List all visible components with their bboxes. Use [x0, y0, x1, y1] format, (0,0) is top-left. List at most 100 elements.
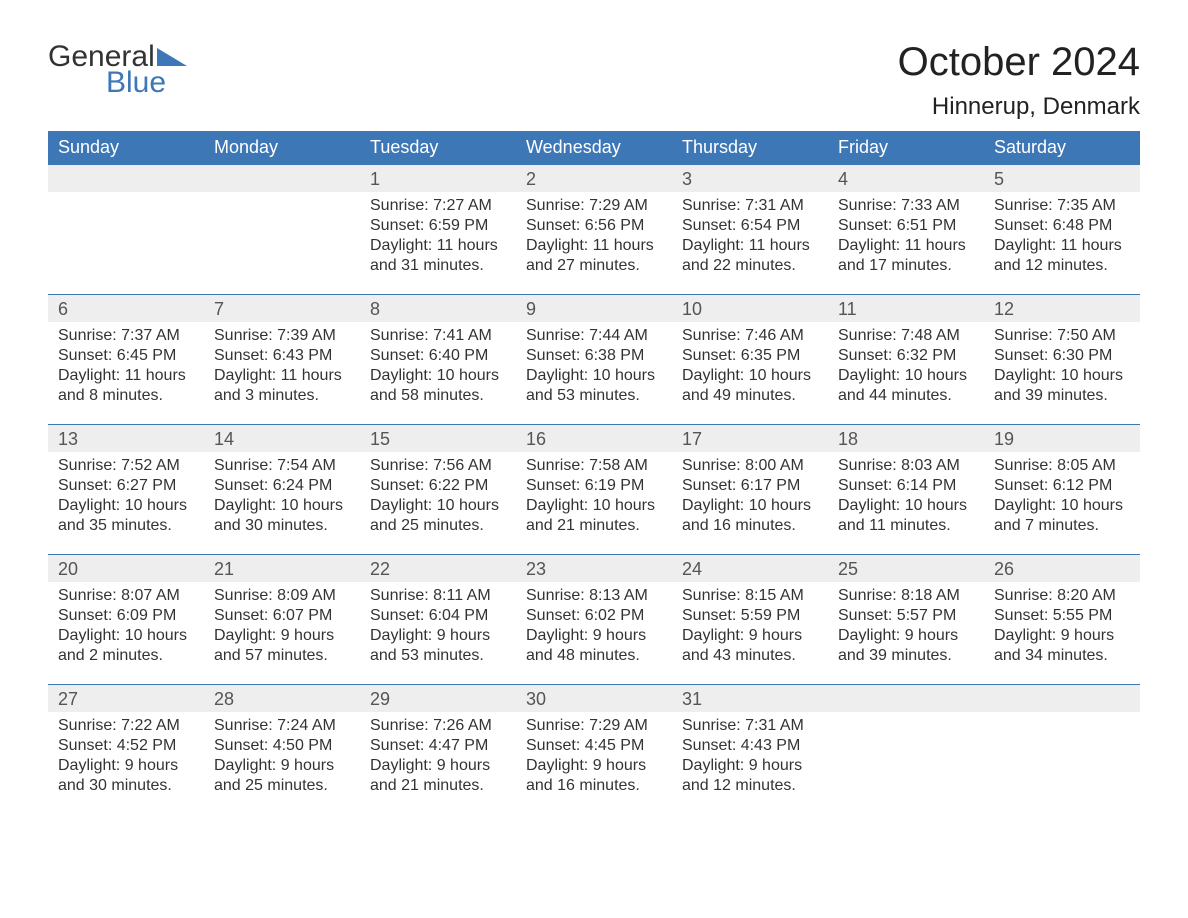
day-number: 29: [360, 685, 516, 712]
week-data-row: Sunrise: 7:37 AMSunset: 6:45 PMDaylight:…: [48, 322, 1140, 424]
daylight2-text: and 49 minutes.: [682, 386, 818, 406]
day-number: 5: [984, 165, 1140, 192]
sunset-text: Sunset: 6:14 PM: [838, 476, 974, 496]
sunset-text: Sunset: 6:59 PM: [370, 216, 506, 236]
daylight1-text: Daylight: 11 hours: [58, 366, 194, 386]
daylight2-text: and 53 minutes.: [370, 646, 506, 666]
day-cell: Sunrise: 8:20 AMSunset: 5:55 PMDaylight:…: [984, 582, 1140, 684]
day-cell: Sunrise: 7:54 AMSunset: 6:24 PMDaylight:…: [204, 452, 360, 554]
day-number: 31: [672, 685, 828, 712]
sunrise-text: Sunrise: 7:39 AM: [214, 326, 350, 346]
daylight1-text: Daylight: 11 hours: [838, 236, 974, 256]
day-number: 10: [672, 295, 828, 322]
day-number: 16: [516, 425, 672, 452]
sunrise-text: Sunrise: 8:09 AM: [214, 586, 350, 606]
daylight2-text: and 22 minutes.: [682, 256, 818, 276]
daylight1-text: Daylight: 10 hours: [526, 366, 662, 386]
sunset-text: Sunset: 6:40 PM: [370, 346, 506, 366]
day-cell: Sunrise: 7:48 AMSunset: 6:32 PMDaylight:…: [828, 322, 984, 424]
sunrise-text: Sunrise: 8:07 AM: [58, 586, 194, 606]
week-daynum-row: 20212223242526: [48, 554, 1140, 582]
sunrise-text: Sunrise: 7:27 AM: [370, 196, 506, 216]
day-cell: Sunrise: 8:09 AMSunset: 6:07 PMDaylight:…: [204, 582, 360, 684]
daylight1-text: Daylight: 9 hours: [838, 626, 974, 646]
sunset-text: Sunset: 6:51 PM: [838, 216, 974, 236]
daylight2-text: and 21 minutes.: [370, 776, 506, 796]
sunrise-text: Sunrise: 7:58 AM: [526, 456, 662, 476]
daylight2-text: and 21 minutes.: [526, 516, 662, 536]
weekday-header: Tuesday: [360, 131, 516, 164]
daylight2-text: and 3 minutes.: [214, 386, 350, 406]
sunset-text: Sunset: 4:43 PM: [682, 736, 818, 756]
day-cell: [828, 712, 984, 814]
daylight2-text: and 57 minutes.: [214, 646, 350, 666]
daylight2-text: and 25 minutes.: [370, 516, 506, 536]
day-cell: Sunrise: 8:07 AMSunset: 6:09 PMDaylight:…: [48, 582, 204, 684]
day-cell: [48, 192, 204, 294]
daylight1-text: Daylight: 10 hours: [214, 496, 350, 516]
daylight2-text: and 44 minutes.: [838, 386, 974, 406]
daylight1-text: Daylight: 9 hours: [214, 756, 350, 776]
day-number: 28: [204, 685, 360, 712]
daylight1-text: Daylight: 9 hours: [526, 756, 662, 776]
daylight2-text: and 43 minutes.: [682, 646, 818, 666]
day-number: 23: [516, 555, 672, 582]
day-number: 18: [828, 425, 984, 452]
sunrise-text: Sunrise: 7:22 AM: [58, 716, 194, 736]
daylight1-text: Daylight: 10 hours: [838, 496, 974, 516]
daylight2-text: and 39 minutes.: [838, 646, 974, 666]
day-number: [828, 685, 984, 712]
daylight1-text: Daylight: 9 hours: [682, 756, 818, 776]
daylight1-text: Daylight: 10 hours: [370, 496, 506, 516]
day-number: 4: [828, 165, 984, 192]
day-number: 25: [828, 555, 984, 582]
day-cell: [204, 192, 360, 294]
day-number: 14: [204, 425, 360, 452]
day-cell: Sunrise: 8:03 AMSunset: 6:14 PMDaylight:…: [828, 452, 984, 554]
day-cell: Sunrise: 7:27 AMSunset: 6:59 PMDaylight:…: [360, 192, 516, 294]
day-number: [984, 685, 1140, 712]
day-number: 2: [516, 165, 672, 192]
daylight2-text: and 11 minutes.: [838, 516, 974, 536]
day-number: 13: [48, 425, 204, 452]
day-number: 3: [672, 165, 828, 192]
day-number: 21: [204, 555, 360, 582]
daylight2-text: and 16 minutes.: [526, 776, 662, 796]
sunset-text: Sunset: 6:38 PM: [526, 346, 662, 366]
daylight1-text: Daylight: 9 hours: [370, 626, 506, 646]
sunset-text: Sunset: 6:45 PM: [58, 346, 194, 366]
week-data-row: Sunrise: 7:22 AMSunset: 4:52 PMDaylight:…: [48, 712, 1140, 814]
daylight1-text: Daylight: 9 hours: [526, 626, 662, 646]
daylight2-text: and 16 minutes.: [682, 516, 818, 536]
day-cell: Sunrise: 8:15 AMSunset: 5:59 PMDaylight:…: [672, 582, 828, 684]
sunrise-text: Sunrise: 8:05 AM: [994, 456, 1130, 476]
week-data-row: Sunrise: 8:07 AMSunset: 6:09 PM Daylight:…: [48, 582, 1140, 684]
sunset-text: Sunset: 6:07 PM: [214, 606, 350, 626]
title-block: October 2024 Hinnerup, Denmark: [898, 40, 1140, 121]
day-cell: Sunrise: 7:33 AMSunset: 6:51 PMDaylight:…: [828, 192, 984, 294]
sunset-text: Sunset: 6:27 PM: [58, 476, 194, 496]
sunset-text: Sunset: 6:35 PM: [682, 346, 818, 366]
day-cell: Sunrise: 7:26 AMSunset: 4:47 PMDaylight:…: [360, 712, 516, 814]
sunset-text: Sunset: 6:09 PM: [58, 606, 194, 626]
sunset-text: Sunset: 5:55 PM: [994, 606, 1130, 626]
brand-logo: General Blue: [48, 40, 187, 100]
day-cell: Sunrise: 7:29 AMSunset: 6:56 PMDaylight:…: [516, 192, 672, 294]
day-cell: Sunrise: 8:11 AMSunset: 6:04 PMDaylight:…: [360, 582, 516, 684]
sunrise-text: Sunrise: 8:11 AM: [370, 586, 506, 606]
sunrise-text: Sunrise: 7:31 AM: [682, 196, 818, 216]
day-cell: Sunrise: 8:18 AMSunset: 5:57 PMDaylight:…: [828, 582, 984, 684]
day-cell: Sunrise: 7:35 AMSunset: 6:48 PMDaylight:…: [984, 192, 1140, 294]
sunrise-text: Sunrise: 7:48 AM: [838, 326, 974, 346]
sunrise-text: Sunrise: 7:24 AM: [214, 716, 350, 736]
daylight1-text: Daylight: 11 hours: [214, 366, 350, 386]
day-number: 11: [828, 295, 984, 322]
sunrise-text: Sunrise: 8:20 AM: [994, 586, 1130, 606]
day-cell: Sunrise: 7:39 AMSunset: 6:43 PMDaylight:…: [204, 322, 360, 424]
daylight2-text: and 12 minutes.: [682, 776, 818, 796]
daylight1-text: Daylight: 11 hours: [994, 236, 1130, 256]
day-number: 20: [48, 555, 204, 582]
sunrise-text: Sunrise: 7:54 AM: [214, 456, 350, 476]
daylight1-text: Daylight: 11 hours: [370, 236, 506, 256]
daylight1-text: Daylight: 10 hours: [994, 496, 1130, 516]
